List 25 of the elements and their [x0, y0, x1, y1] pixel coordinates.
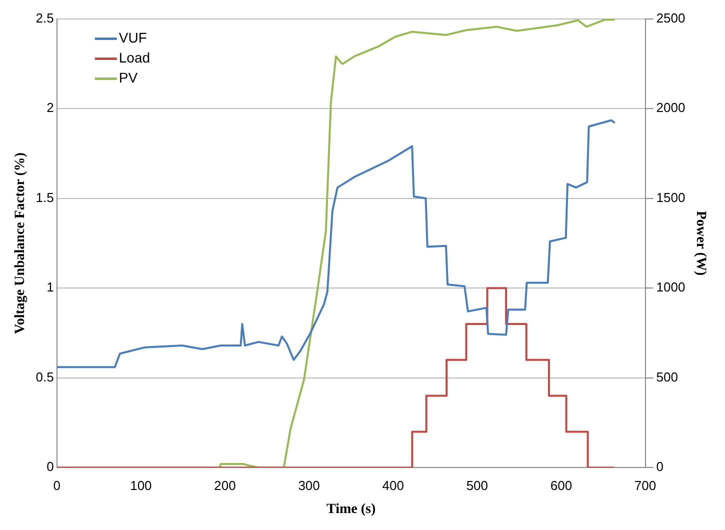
y2-tick-label: 1500 — [656, 190, 686, 205]
x-tick-label: 700 — [634, 478, 656, 493]
y-axis-title: Voltage Unbalance Factor (%) — [13, 152, 28, 334]
y2-tick-label: 500 — [656, 369, 678, 384]
x-tick-label: 400 — [382, 478, 404, 493]
y-tick-label: 0.5 — [36, 369, 54, 384]
legend-label: PV — [118, 70, 138, 86]
x-tick-label: 100 — [130, 478, 152, 493]
x-tick-label: 300 — [298, 478, 320, 493]
x-tick-label: 200 — [214, 478, 236, 493]
y-tick-label: 0 — [46, 459, 54, 474]
legend-label: Load — [118, 50, 150, 66]
legend-label: VUF — [118, 30, 147, 46]
y2-tick-label: 2500 — [656, 10, 686, 26]
y2-tick-label: 0 — [656, 459, 664, 474]
x-axis-title: Time (s) — [326, 502, 376, 518]
y-tick-label: 1 — [46, 280, 54, 295]
x-tick-label: 500 — [466, 478, 488, 493]
y2-tick-label: 1000 — [656, 280, 686, 295]
y2-tick-label: 2000 — [656, 100, 686, 116]
y2-axis-title: Power (W) — [692, 210, 708, 276]
y-tick-label: 2.5 — [36, 10, 54, 26]
y-tick-label: 2 — [46, 100, 54, 116]
x-tick-label: 600 — [550, 478, 572, 493]
y-tick-label: 1.5 — [36, 190, 54, 205]
